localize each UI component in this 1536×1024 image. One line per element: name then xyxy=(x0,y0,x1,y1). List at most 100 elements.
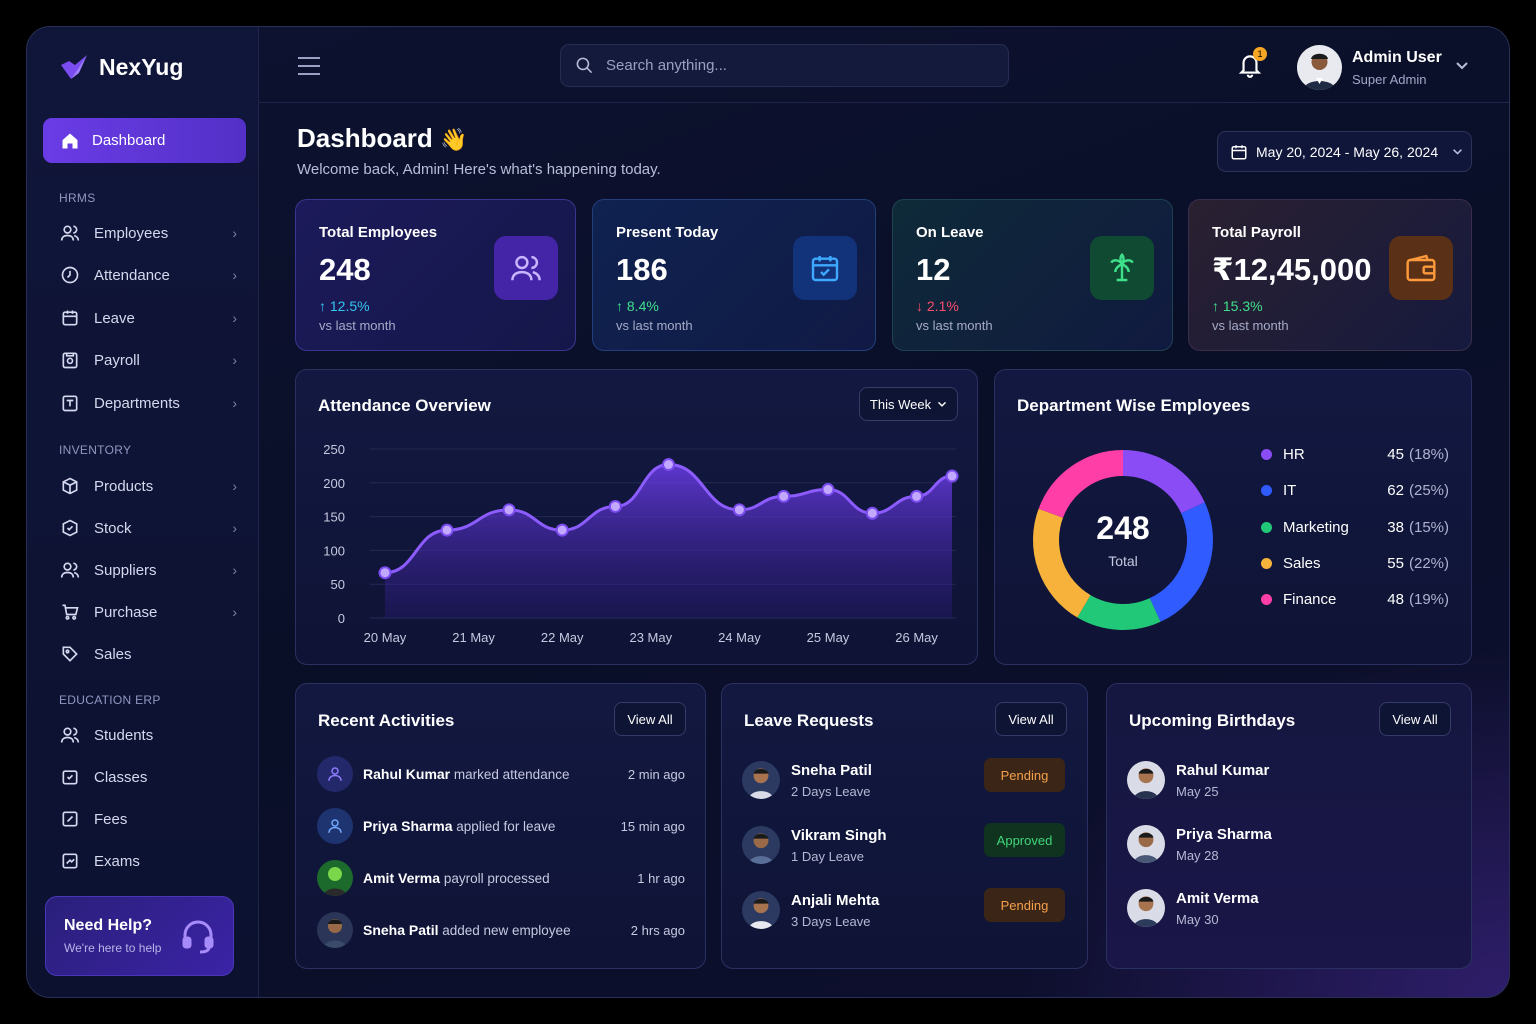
chevron-right-icon: › xyxy=(232,267,237,283)
sidebar-item-fees[interactable]: Fees xyxy=(59,802,237,836)
birthday-row[interactable]: Priya Sharma May 28 xyxy=(1127,822,1452,866)
data-point xyxy=(502,503,516,517)
sidebar-item-suppliers[interactable]: Suppliers › xyxy=(59,553,237,587)
kpi-value: 186 xyxy=(616,252,668,287)
attendance-chart: 0 50 100 150 200 250 20 May 21 May 22 May 23 May 2… xyxy=(323,442,959,645)
x-tick-label: 25 May xyxy=(807,630,850,645)
tag-icon xyxy=(59,643,81,665)
data-point xyxy=(440,523,454,537)
sidebar-item-label: Attendance xyxy=(94,266,170,284)
avatar xyxy=(1127,825,1165,863)
x-tick-label: 21 May xyxy=(452,630,495,645)
leave-title: Leave Requests xyxy=(744,711,874,730)
kpi-comparison: vs last month xyxy=(916,318,993,333)
legend-name: HR xyxy=(1283,445,1305,463)
search-bar[interactable] xyxy=(560,44,1009,87)
sidebar-item-exams[interactable]: Exams xyxy=(59,844,237,878)
kpi-card-total-employees[interactable]: Total Employees 248 ↑ 12.5% vs last mont… xyxy=(295,199,576,351)
sidebar-item-label: Exams xyxy=(94,852,140,870)
activities-view-all-button[interactable]: View All xyxy=(614,702,686,736)
activity-item[interactable]: Priya Sharma applied for leave 15 min ag… xyxy=(317,807,685,845)
menu-icon[interactable] xyxy=(297,56,321,76)
leave-request-row[interactable]: Sneha Patil 2 Days Leave xyxy=(742,758,1067,802)
activity-item[interactable]: Rahul Kumar marked attendance 2 min ago xyxy=(317,755,685,793)
notification-button[interactable]: 1 xyxy=(1237,47,1267,83)
sidebar-item-students[interactable]: Students xyxy=(59,718,237,752)
attendance-overview-card: Attendance Overview This Week 0 50 100 150 2… xyxy=(295,369,978,665)
week-filter-dropdown[interactable]: This Week xyxy=(859,387,958,421)
birthday-row[interactable]: Rahul Kumar May 25 xyxy=(1127,758,1452,802)
avatar xyxy=(1127,761,1165,799)
activity-user: Amit Verma xyxy=(363,870,441,886)
activity-item[interactable]: Sneha Patil added new employee 2 hrs ago xyxy=(317,911,685,949)
kpi-card-on-leave[interactable]: On Leave 12 ↓ 2.1% vs last month xyxy=(892,199,1173,351)
leave-employee-name: Vikram Singh xyxy=(791,826,887,844)
kpi-comparison: vs last month xyxy=(616,318,693,333)
logo[interactable]: NexYug xyxy=(59,53,183,81)
kpi-change: ↓ 2.1% xyxy=(916,298,959,314)
x-tick-label: 24 May xyxy=(718,630,761,645)
search-input[interactable] xyxy=(606,57,986,74)
sidebar-item-payroll[interactable]: Payroll › xyxy=(59,343,237,377)
users-icon xyxy=(59,724,81,746)
sidebar-item-label: Students xyxy=(94,726,154,744)
leave-request-row[interactable]: Vikram Singh 1 Day Leave xyxy=(742,823,1067,867)
kpi-card-present-today[interactable]: Present Today 186 ↑ 8.4% vs last month xyxy=(592,199,876,351)
chevron-right-icon: › xyxy=(232,604,237,620)
leave-view-all-button[interactable]: View All xyxy=(995,702,1067,736)
avatar xyxy=(317,860,353,896)
birthday-row[interactable]: Amit Verma May 30 xyxy=(1127,886,1452,930)
notification-badge: 1 xyxy=(1253,47,1267,61)
chevron-right-icon: › xyxy=(232,310,237,326)
date-range-picker[interactable]: May 20, 2024 - May 26, 2024 xyxy=(1217,131,1472,172)
activity-time: 15 min ago xyxy=(620,818,685,834)
status-badge-pending[interactable]: Pending xyxy=(984,888,1065,922)
sidebar-item-dashboard[interactable]: Dashboard xyxy=(43,118,246,163)
sidebar-item-classes[interactable]: Classes xyxy=(59,760,237,794)
chevron-down-icon[interactable] xyxy=(1455,61,1469,71)
recent-activities-card: Recent Activities View All Rahul Kumar m… xyxy=(295,683,706,969)
kpi-label: Present Today xyxy=(616,224,719,241)
y-tick-label: 250 xyxy=(323,442,345,457)
legend-dot xyxy=(1261,448,1272,460)
sidebar-item-label: Products xyxy=(94,477,154,495)
avatar[interactable] xyxy=(1297,45,1342,90)
user-icon xyxy=(317,808,353,844)
legend-count: 55 xyxy=(1387,554,1404,572)
leave-request-row[interactable]: Anjali Mehta 3 Days Leave xyxy=(742,888,1067,932)
leave-duration: 2 Days Leave xyxy=(791,783,871,799)
sidebar-item-attendance[interactable]: Attendance › xyxy=(59,258,237,292)
sidebar-item-products[interactable]: Products › xyxy=(59,469,237,503)
sidebar-item-stock[interactable]: Stock › xyxy=(59,511,237,545)
birthdays-view-all-button[interactable]: View All xyxy=(1379,702,1451,736)
sidebar-item-label: Stock xyxy=(94,519,132,537)
kpi-card-total-payroll[interactable]: Total Payroll ₹12,45,000 ↑ 15.3% vs last… xyxy=(1188,199,1472,351)
help-card[interactable]: Need Help? We're here to help xyxy=(45,896,234,976)
sidebar-item-departments[interactable]: Departments › xyxy=(59,386,237,420)
sidebar-item-label: Dashboard xyxy=(92,132,166,149)
legend-name: Marketing xyxy=(1283,518,1349,536)
building-icon xyxy=(59,392,81,414)
status-badge-pending[interactable]: Pending xyxy=(984,758,1065,792)
user-name: Admin User xyxy=(1352,49,1442,66)
legend-item-marketing: Marketing 38 (15%) xyxy=(1261,516,1449,538)
wallet-icon xyxy=(1389,236,1453,300)
birthday-name: Amit Verma xyxy=(1176,889,1259,907)
legend-percent: (25%) xyxy=(1408,481,1449,499)
activity-item[interactable]: Amit Verma payroll processed 1 hr ago xyxy=(317,859,685,897)
status-badge-approved[interactable]: Approved xyxy=(984,823,1065,857)
avatar xyxy=(742,891,780,929)
birthday-date: May 30 xyxy=(1176,911,1219,927)
x-tick-label: 22 May xyxy=(541,630,584,645)
activity-action: marked attendance xyxy=(453,767,570,782)
x-tick-label: 20 May xyxy=(364,630,407,645)
kpi-change: ↑ 15.3% xyxy=(1212,298,1263,314)
attendance-area xyxy=(385,464,953,618)
legend-item-it: IT 62 (25%) xyxy=(1261,479,1449,501)
sidebar-item-employees[interactable]: Employees › xyxy=(59,216,237,250)
help-subtitle: We're here to help xyxy=(64,941,162,955)
user-role: Super Admin xyxy=(1352,72,1427,87)
sidebar-item-leave[interactable]: Leave › xyxy=(59,301,237,335)
sidebar-item-sales[interactable]: Sales xyxy=(59,637,237,671)
sidebar-item-purchase[interactable]: Purchase › xyxy=(59,595,237,629)
